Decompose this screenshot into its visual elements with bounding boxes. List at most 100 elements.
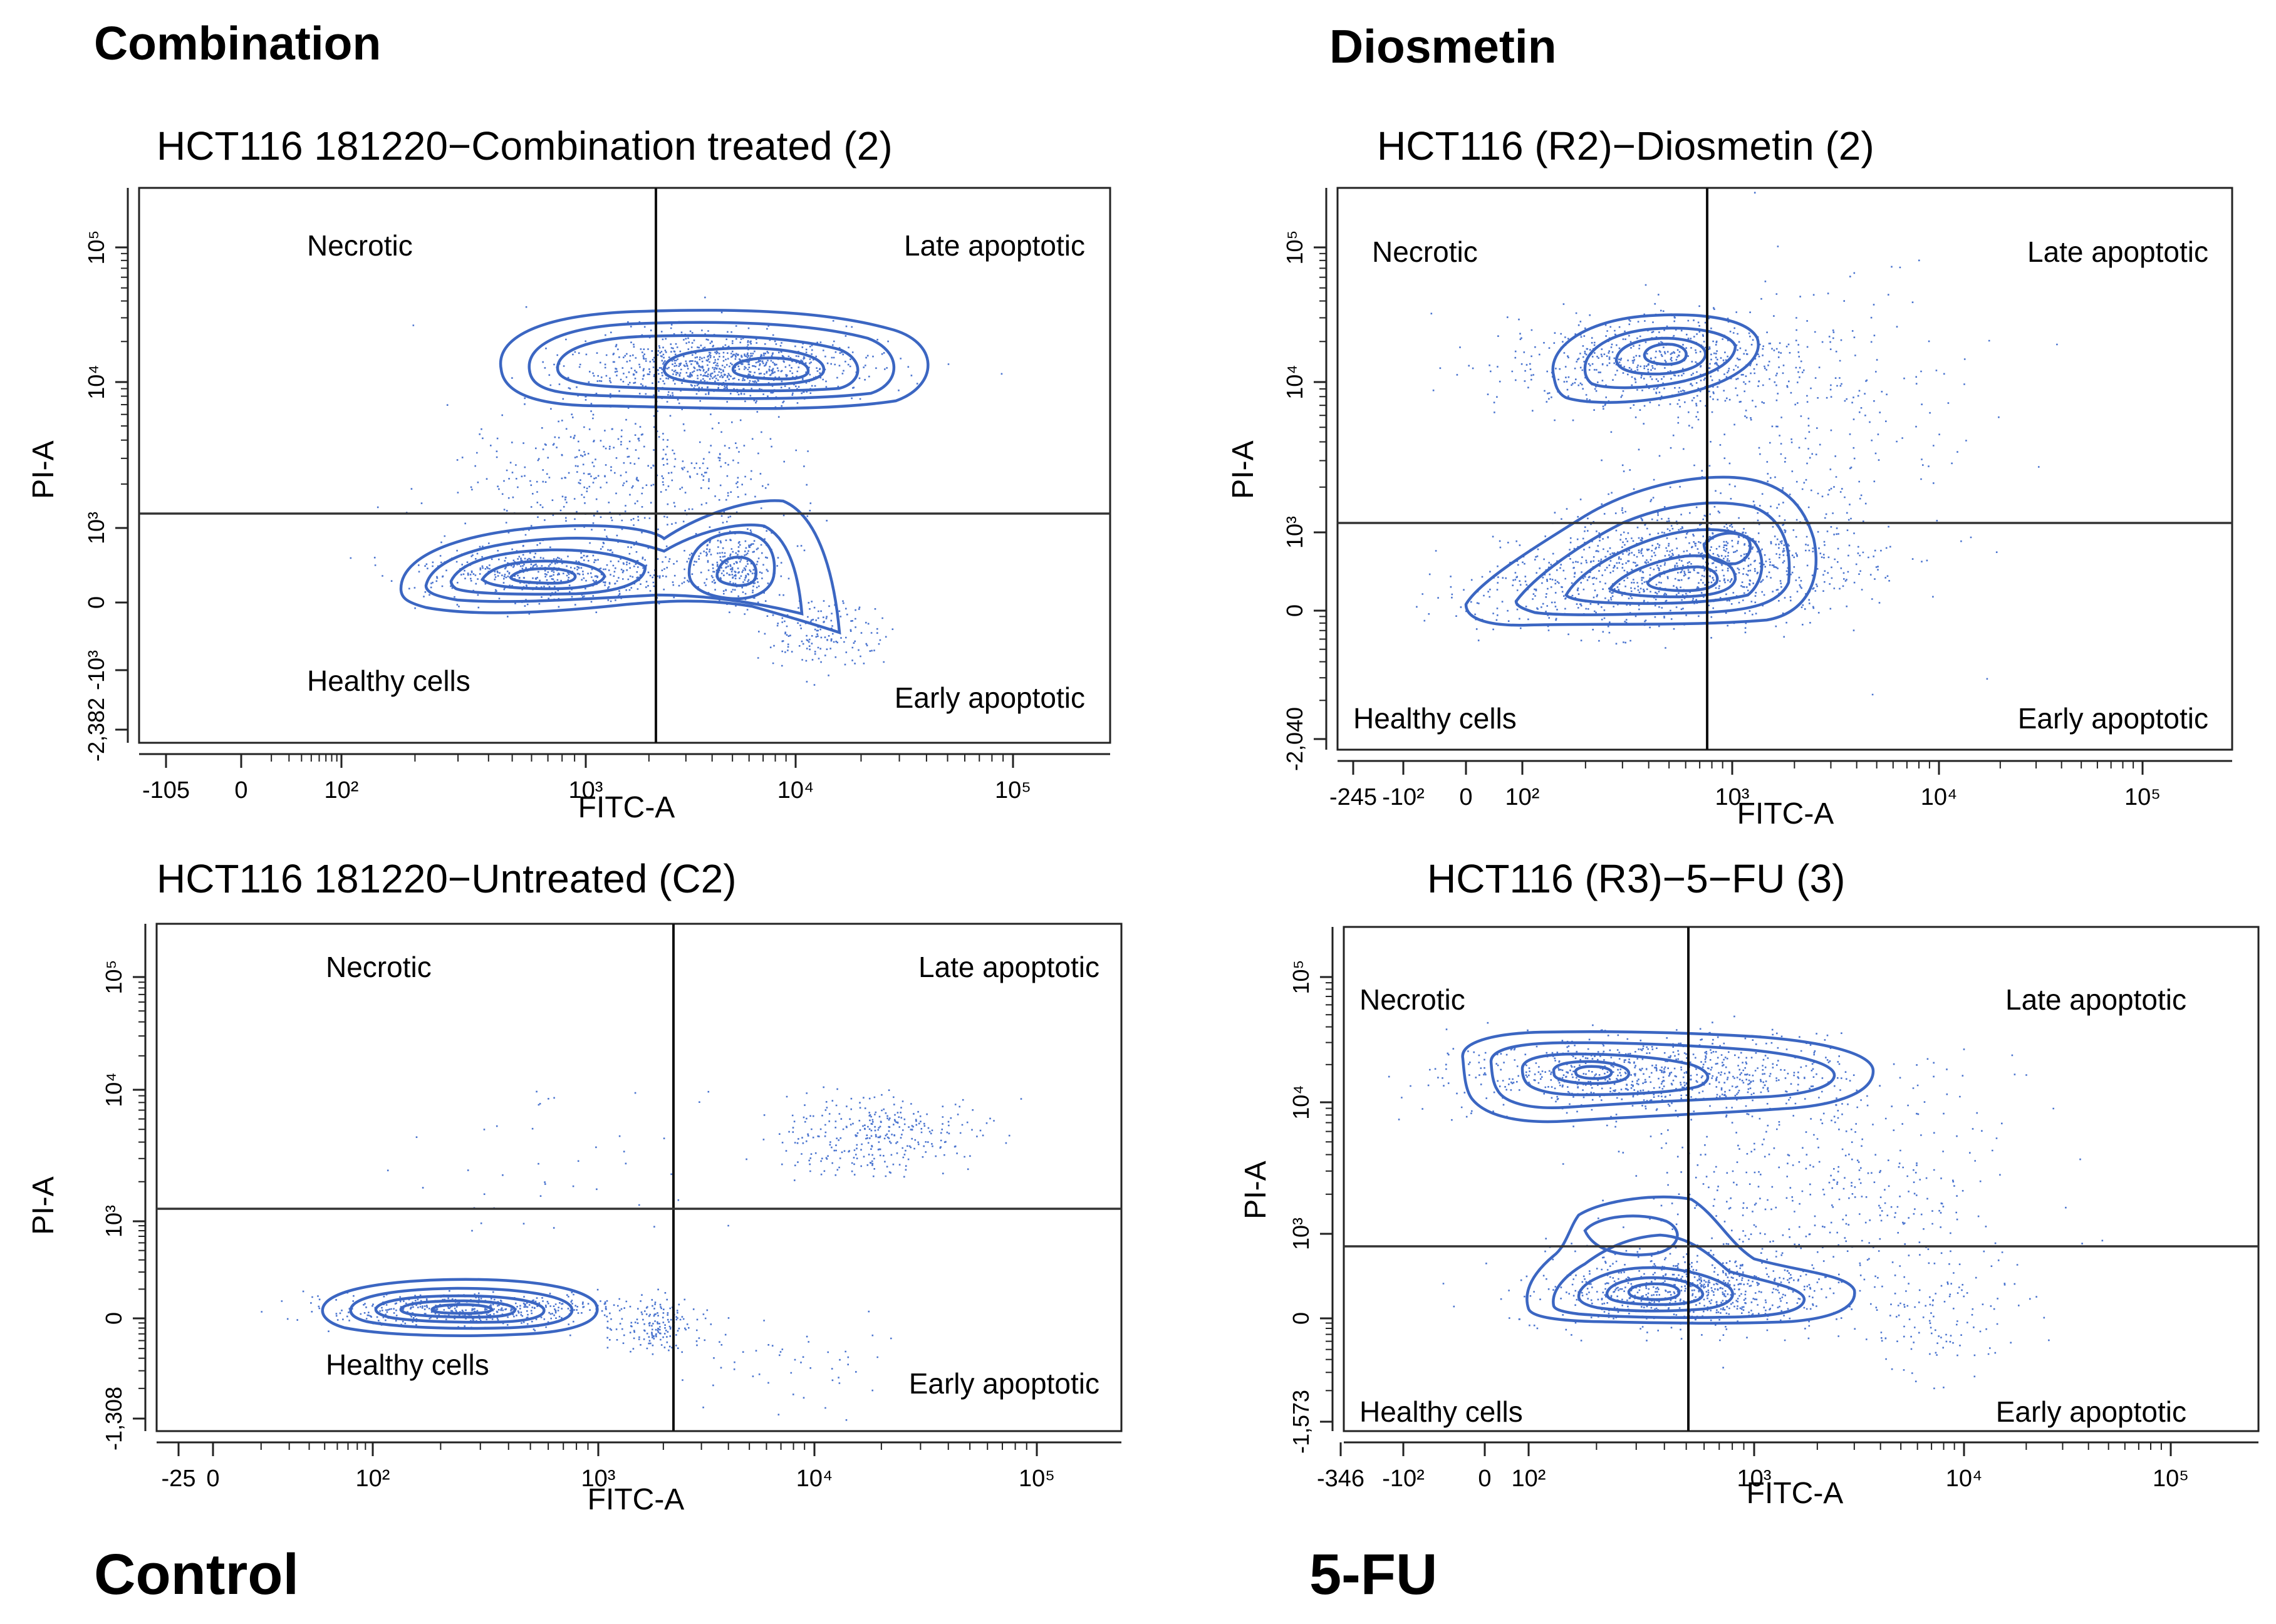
x-tick-label: 10⁴ [796, 1466, 833, 1492]
plot-area-0: -105 0 10² 10³ 10⁴ 10⁵ -2,382 -10³ 0 10³ 10⁴ 10⁵ FIT… [27, 187, 1111, 824]
plot-area-2: -25 0 10² 10³ 10⁴ 10⁵ -1,308 0 10³ 10⁴ 10⁵ FITC-A PI… [27, 923, 1123, 1516]
contour-healthy-population [1702, 532, 1752, 566]
x-tick-label: 0 [1459, 784, 1472, 810]
y-axis-title: PI-A [27, 440, 60, 499]
y-tick-label: 10⁵ [83, 230, 109, 265]
contour-healthy-population [1577, 1266, 1734, 1313]
x-tick-label: 10³ [1715, 784, 1750, 810]
contour-healthy-population [399, 1299, 517, 1319]
x-tick-label: 10⁵ [995, 777, 1031, 804]
contour-healthy-population [481, 559, 606, 591]
group-label-control: Control [94, 1543, 299, 1606]
quadrant-label-bottom-right: Early apoptotic [1996, 1395, 2186, 1428]
contour-healthy-population [1564, 528, 1764, 605]
x-axis-title: FITC-A [1737, 797, 1834, 830]
y-tick-label: -2,040 [1282, 707, 1307, 771]
plot-area-1: -245 -10² 0 10² 10³ 10⁴ 10⁵ -2,040 0 10³ 10⁴ 10⁵ FIT… [1227, 187, 2233, 830]
contour-necrotic-population [527, 321, 896, 400]
x-tick-label: -346 [1317, 1466, 1364, 1492]
quadrant-label-top-right: Late apoptotic [918, 951, 1099, 983]
contours [321, 1278, 599, 1337]
x-tick-label: 10⁵ [1019, 1466, 1055, 1492]
contour-healthy-population [1464, 475, 1817, 627]
contour-necrotic-population [1583, 326, 1737, 390]
contour-healthy-population [349, 1286, 574, 1330]
y-axis-title: PI-A [1227, 440, 1260, 499]
contours [1461, 1030, 1875, 1325]
x-tick-label: 10⁴ [1921, 784, 1958, 810]
x-tick-label: 10² [356, 1466, 390, 1492]
quadrant-label-bottom-right: Early apoptotic [909, 1367, 1099, 1400]
quadrant-label-top-left: Necrotic [1359, 983, 1465, 1016]
event-dots [1416, 192, 2058, 696]
x-tick-label: 0 [234, 777, 247, 804]
contour-healthy-population [1627, 1282, 1681, 1301]
contour-healthy-population [509, 567, 577, 585]
x-tick-label: 10³ [1737, 1466, 1772, 1492]
dot-cloud [1388, 1015, 2104, 1390]
group-label-combination: Combination [94, 17, 381, 70]
contour-necrotic-population [1461, 1030, 1875, 1124]
contour-necrotic-population [1551, 313, 1760, 404]
contour-necrotic-population [1552, 1060, 1631, 1085]
x-tick-label: -10² [1382, 784, 1425, 810]
panel-frames: -105 0 10² 10³ 10⁴ 10⁵ -2,382 -10³ 0 10³ 10⁴ 10⁵ FIT… [27, 187, 2260, 1516]
event-dots [350, 296, 1003, 686]
y-tick-label: 10⁴ [1288, 1085, 1314, 1120]
panel-diosmetin: HCT116 (R2)−Diosmetin (2) [1377, 123, 2058, 696]
contour-healthy-population [321, 1278, 599, 1337]
contour-necrotic-population [1520, 1052, 1710, 1097]
dot-cloud [350, 296, 1003, 686]
contour-healthy-population [1514, 501, 1791, 616]
quadrant-label-top-left: Necrotic [326, 951, 432, 983]
x-tick-label: 10² [1505, 784, 1540, 810]
y-axis-title: PI-A [1239, 1161, 1272, 1219]
contour-healthy-population [430, 1303, 494, 1315]
y-tick-label: -1,573 [1288, 1390, 1314, 1454]
contour-necrotic-population [499, 309, 930, 410]
plot-frame [1336, 187, 2233, 751]
panel-5fu: HCT116 (R3)−5−FU (3) [1388, 856, 2104, 1390]
y-tick-label: 10⁵ [1288, 960, 1314, 995]
group-label-diosmetin: Diosmetin [1329, 20, 1557, 73]
contour-healthy-population [449, 548, 647, 596]
x-tick-label: -25 [162, 1466, 196, 1492]
quadrant-label-bottom-right: Early apoptotic [895, 681, 1085, 714]
plot-area-3: -346 -10² 0 10² 10³ 10⁴ 10⁵ -1,573 0 10³ 10⁴ 10⁵ FIT… [1239, 926, 2260, 1510]
quadrant-label-top-right: Late apoptotic [2005, 983, 2186, 1016]
panel-title: HCT116 (R3)−5−FU (3) [1427, 856, 1845, 901]
panel-title: HCT116 181220−Combination treated (2) [157, 123, 893, 168]
contours [399, 309, 930, 635]
contour-necrotic-population [1489, 1041, 1836, 1109]
x-tick-label: 10⁵ [2153, 1466, 2189, 1492]
quadrant-label-bottom-left: Healthy cells [1359, 1395, 1523, 1428]
contour-early-apoptotic-population [687, 530, 776, 601]
x-tick-label: 0 [1478, 1466, 1491, 1492]
x-axis-title: FITC-A [578, 791, 675, 824]
quadrant-label-bottom-right: Early apoptotic [2018, 702, 2208, 735]
contour-healthy-population [1525, 1195, 1856, 1325]
contour-early-apoptotic-population [715, 556, 758, 587]
contour-necrotic-population [1574, 1065, 1613, 1080]
x-tick-label: 10² [1512, 1466, 1546, 1492]
x-axis-title: FITC-A [1747, 1477, 1844, 1510]
quadrant-label-top-left: Necrotic [307, 229, 413, 262]
quadrant-label-top-right: Late apoptotic [904, 229, 1085, 262]
contour-necrotic-population [1614, 336, 1707, 376]
y-tick-label: -1,308 [101, 1387, 127, 1451]
x-tick-label: 10⁴ [777, 777, 814, 804]
panel-title: HCT116 181220−Untreated (C2) [157, 856, 737, 901]
y-tick-label: 0 [101, 1312, 127, 1325]
contour-healthy-population [1552, 1233, 1806, 1320]
contour-healthy-population [399, 499, 841, 635]
y-tick-label: 10³ [1282, 516, 1307, 549]
contour-necrotic-population [662, 346, 826, 386]
contour-necrotic-population [1643, 343, 1688, 366]
x-tick-label: 10² [325, 777, 359, 804]
y-tick-label: -10³ [83, 650, 109, 690]
panel-title: HCT116 (R2)−Diosmetin (2) [1377, 123, 1874, 168]
quadrant-label-top-left: Necrotic [1372, 235, 1478, 268]
group-label-5fu: 5-FU [1309, 1543, 1437, 1606]
plot-frame [1343, 926, 2260, 1432]
panel-combination: HCT116 181220−Combination treated (2) [157, 123, 1003, 686]
